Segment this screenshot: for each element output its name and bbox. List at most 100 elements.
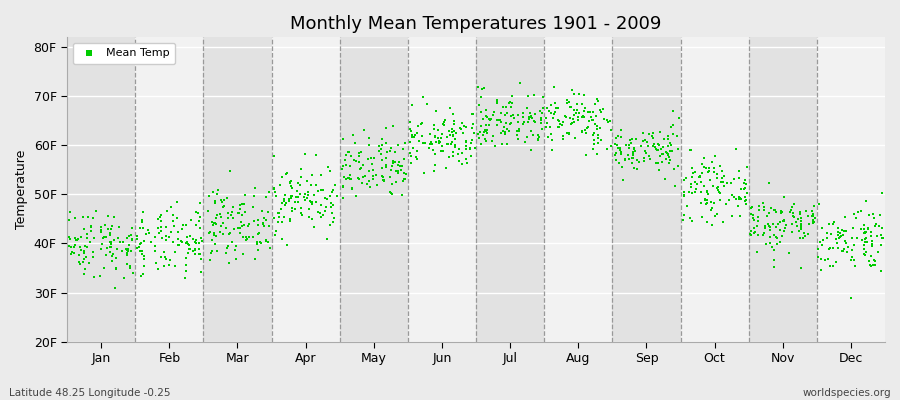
Point	[109, 255, 123, 261]
Point	[618, 142, 633, 148]
Point	[65, 248, 79, 255]
Point	[209, 215, 223, 221]
Point	[562, 104, 577, 110]
Point	[62, 243, 77, 250]
Point	[422, 144, 436, 151]
Point	[425, 141, 439, 148]
Point	[182, 246, 196, 252]
Point	[701, 164, 716, 171]
Point	[625, 155, 639, 162]
Point	[190, 210, 204, 216]
Point	[274, 236, 289, 242]
Point	[133, 247, 148, 254]
Point	[593, 109, 608, 116]
Point	[806, 218, 820, 224]
Point	[572, 110, 587, 116]
Point	[565, 116, 580, 123]
Point	[322, 193, 337, 199]
Point	[756, 200, 770, 206]
Point	[676, 217, 690, 223]
Point	[666, 122, 680, 128]
Point	[208, 233, 222, 239]
Point	[601, 119, 616, 125]
Point	[811, 246, 825, 252]
Point	[109, 265, 123, 272]
Point	[760, 220, 775, 227]
Point	[383, 190, 398, 196]
Point	[108, 285, 122, 292]
Point	[382, 174, 397, 180]
Point	[427, 125, 441, 132]
Point	[864, 243, 878, 249]
Point	[662, 157, 677, 163]
Point	[839, 240, 853, 246]
Point	[355, 148, 369, 155]
Point	[159, 224, 174, 230]
Point	[623, 136, 637, 143]
Point	[495, 141, 509, 148]
Point	[318, 208, 332, 214]
Point	[300, 194, 314, 201]
Point	[220, 245, 234, 252]
Point	[62, 208, 77, 215]
Point	[503, 113, 517, 119]
Point	[249, 239, 264, 246]
Point	[446, 118, 461, 124]
Point	[144, 239, 158, 246]
Point	[81, 214, 95, 220]
Point	[338, 156, 353, 163]
Point	[152, 214, 166, 220]
Point	[698, 195, 712, 202]
Point	[820, 235, 834, 242]
Point	[455, 150, 470, 156]
Point	[482, 116, 496, 122]
Point	[726, 176, 741, 182]
Point	[443, 105, 457, 112]
Point	[318, 195, 332, 202]
Point	[239, 236, 254, 242]
Point	[205, 248, 220, 255]
Point	[746, 212, 760, 218]
Point	[716, 179, 730, 185]
Point	[230, 210, 245, 216]
Point	[304, 182, 319, 188]
Point	[443, 132, 457, 138]
Point	[531, 136, 545, 142]
Point	[465, 110, 480, 117]
Point	[167, 248, 182, 255]
Point	[657, 136, 671, 142]
Point	[298, 197, 312, 204]
Point	[474, 109, 489, 116]
Point	[706, 169, 721, 176]
Point	[448, 144, 463, 150]
Point	[829, 258, 843, 265]
Point	[254, 240, 268, 246]
Point	[292, 191, 307, 198]
Point	[251, 217, 266, 223]
Point	[688, 179, 702, 186]
Point	[688, 186, 703, 192]
Point	[82, 260, 96, 266]
Point	[534, 117, 548, 123]
Point	[295, 212, 310, 219]
Point	[876, 235, 890, 241]
Point	[667, 166, 681, 172]
Point	[383, 148, 398, 154]
Point	[446, 153, 460, 159]
Point	[796, 230, 811, 236]
Point	[555, 119, 570, 125]
Point	[274, 219, 289, 226]
Point	[694, 200, 708, 206]
Point	[700, 196, 715, 203]
Point	[572, 91, 587, 98]
Point	[284, 178, 298, 184]
Point	[428, 132, 443, 139]
Point	[806, 217, 820, 223]
Point	[661, 150, 675, 156]
Point	[814, 242, 829, 248]
Point	[447, 128, 462, 134]
Point	[784, 206, 798, 213]
Point	[737, 186, 751, 192]
Point	[154, 254, 168, 260]
Point	[284, 194, 298, 201]
